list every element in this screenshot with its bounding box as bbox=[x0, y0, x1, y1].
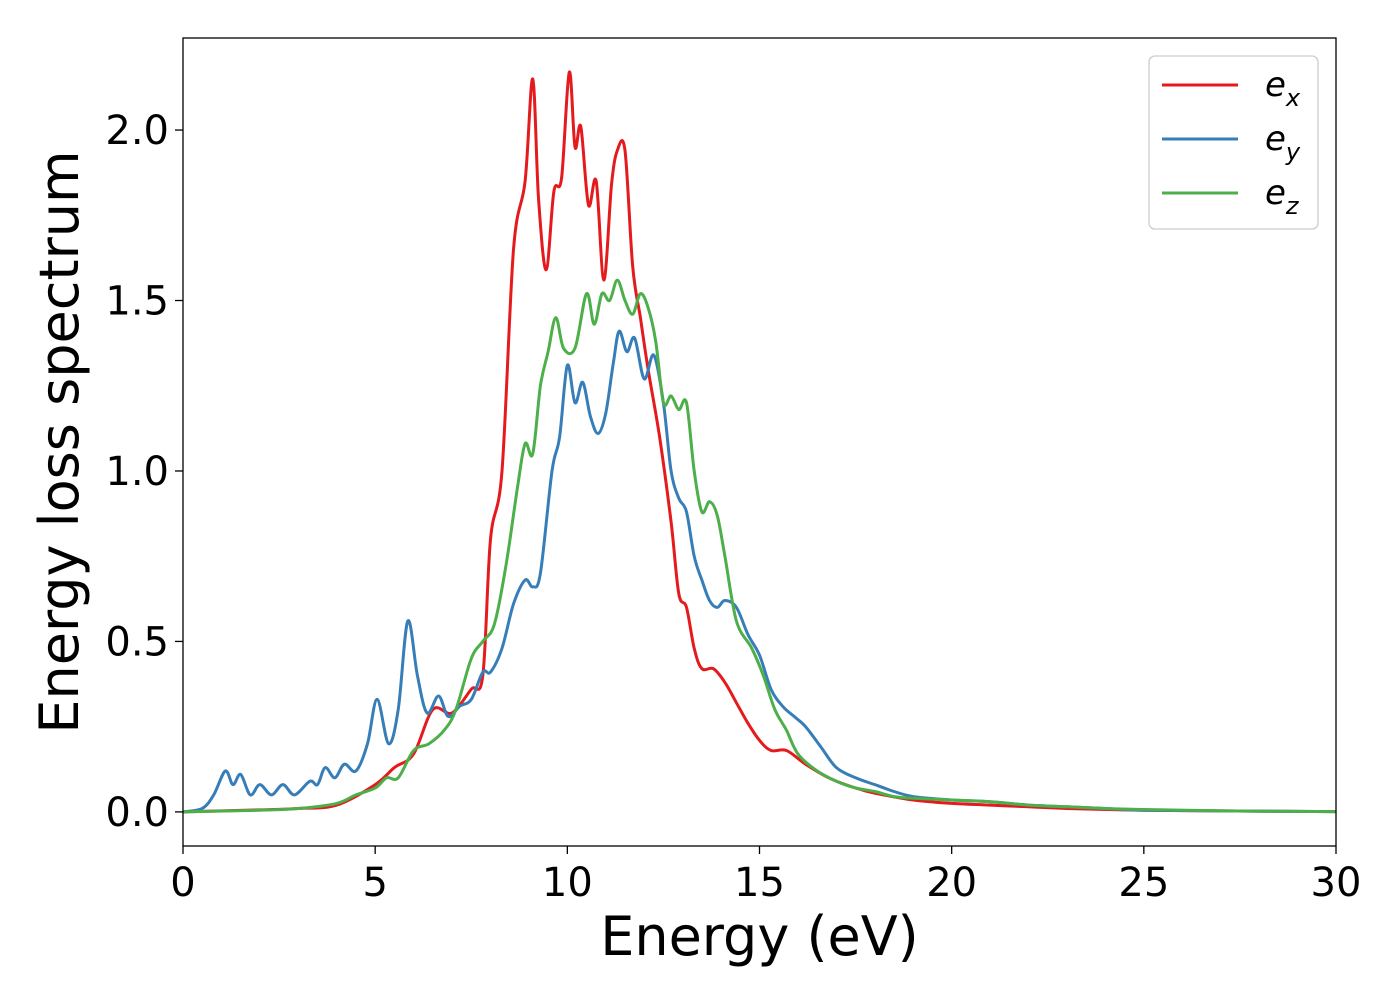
plot-background bbox=[183, 38, 1336, 846]
series-line-ey bbox=[182, 329, 1337, 814]
y-tick-label: 1.5 bbox=[105, 279, 169, 325]
x-axis-label: Energy (eV) bbox=[600, 905, 919, 968]
x-tick-label: 10 bbox=[542, 860, 593, 906]
series-layer bbox=[182, 70, 1337, 814]
x-tick-label: 0 bbox=[170, 860, 195, 906]
legend-frame bbox=[1148, 55, 1319, 230]
x-tick-label: 25 bbox=[1118, 860, 1169, 906]
series-line-ez bbox=[182, 278, 1337, 814]
x-tick-label: 20 bbox=[926, 860, 977, 906]
x-tick-label: 30 bbox=[1311, 860, 1362, 906]
y-tick-label: 1.0 bbox=[105, 449, 169, 495]
y-tick-label: 0.5 bbox=[105, 619, 169, 665]
x-axis-ticks: 0 5 10 15 20 25 30 bbox=[170, 846, 1361, 906]
x-tick-label: 5 bbox=[362, 860, 387, 906]
y-axis-label: Energy loss spectrum bbox=[28, 150, 91, 733]
y-axis-ticks: 0.0 0.5 1.0 1.5 2.0 bbox=[105, 108, 183, 836]
y-tick-label: 2.0 bbox=[105, 108, 169, 154]
y-tick-label: 0.0 bbox=[105, 790, 169, 836]
x-tick-label: 15 bbox=[734, 860, 785, 906]
